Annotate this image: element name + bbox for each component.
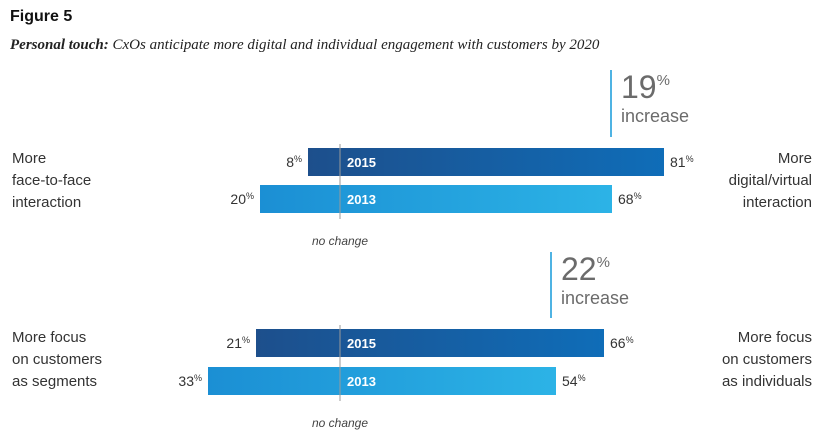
chart2-left-label-line: on customers — [12, 351, 103, 368]
chart2-right-label: More focus on customers as individuals — [722, 327, 812, 393]
chart1-right-label-line: interaction — [742, 194, 812, 211]
bar-2015 — [308, 148, 664, 176]
bar-right-value: 66% — [610, 335, 634, 351]
chart1-left-label-line: More — [12, 150, 47, 167]
chart2-right-label-line: More focus — [737, 329, 812, 346]
subtitle-rest: CxOs anticipate more digital and individ… — [108, 37, 600, 53]
chart2-left-label: More focus on customers as segments — [12, 327, 102, 393]
chart-1: 2015 8% 81% 2013 20% 68% no change 19%increase — [230, 69, 693, 248]
callout-value: 19% — [621, 69, 670, 105]
figure-label: Figure 5 — [10, 8, 73, 25]
chart1-right-label-line: More — [777, 150, 812, 167]
chart2-left-label-line: More focus — [12, 329, 87, 346]
chart-2: 2015 21% 66% 2013 33% 54% no change 22%increase — [178, 251, 633, 430]
bar-left-value: 20% — [230, 191, 254, 207]
bar-right-value: 68% — [618, 191, 642, 207]
chart-subtitle: Personal touch: CxOs anticipate more dig… — [10, 37, 599, 54]
chart2-right-label-line: on customers — [721, 351, 812, 368]
chart1-right-label-line: digital/virtual — [728, 172, 812, 189]
bar-2013 — [208, 367, 556, 395]
bar-year-label: 2013 — [347, 192, 376, 207]
bar-year-label: 2015 — [347, 155, 376, 170]
chart2-right-label-line: as individuals — [721, 373, 812, 390]
chart1-left-label-line: face-to-face — [12, 172, 92, 189]
chart1-left-label-line: interaction — [12, 194, 82, 211]
chart2-left-label-line: as segments — [12, 373, 98, 390]
bar-right-value: 81% — [670, 154, 694, 170]
chart1-left-label: More face-to-face interaction — [12, 148, 91, 214]
no-change-label: no change — [312, 234, 368, 248]
bar-left-value: 8% — [286, 154, 302, 170]
callout-value: 22% — [561, 251, 610, 287]
bar-2015 — [256, 329, 604, 357]
bar-left-value: 33% — [178, 373, 202, 389]
callout-text: increase — [561, 288, 629, 308]
bar-left-value: 21% — [226, 335, 250, 351]
bar-right-value: 54% — [562, 373, 586, 389]
bar-year-label: 2015 — [347, 336, 376, 351]
callout-text: increase — [621, 106, 689, 126]
bar-2013 — [260, 185, 612, 213]
bar-year-label: 2013 — [347, 374, 376, 389]
chart1-right-label: More digital/virtual interaction — [729, 148, 812, 214]
no-change-label: no change — [312, 416, 368, 430]
subtitle-bold: Personal touch: — [10, 37, 109, 53]
